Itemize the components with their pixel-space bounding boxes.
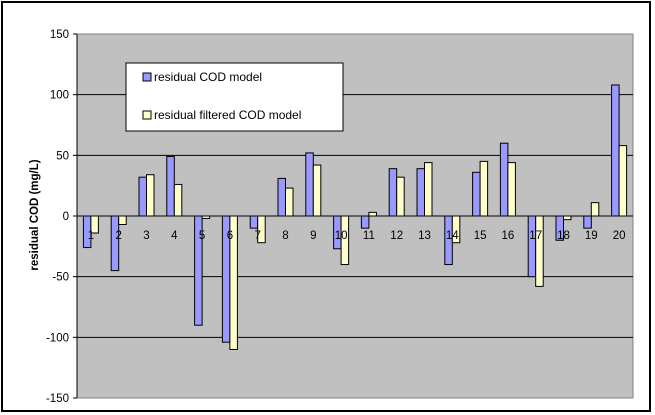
legend-swatch-residual-filtered-cod-model <box>142 110 152 120</box>
x-tick-label-2: 2 <box>115 230 121 242</box>
legend: residual COD model residual filtered COD… <box>125 62 344 132</box>
y-axis-label: residual COD (mg/L) <box>29 159 41 270</box>
legend-label-residual-filtered-cod-model: residual filtered COD model <box>154 108 301 122</box>
legend-swatch-residual-cod-model <box>142 72 152 82</box>
x-tick-label-16: 16 <box>502 230 515 242</box>
bar-residual-filtered-cod-2 <box>118 215 127 225</box>
bar-residual-filtered-cod-18 <box>563 215 572 221</box>
legend-label-residual-cod-model: residual COD model <box>154 70 262 84</box>
x-tick-label-9: 9 <box>310 230 316 242</box>
x-tick-label-4: 4 <box>171 230 178 242</box>
bar-residual-cod-16 <box>499 142 509 217</box>
bar-residual-cod-3 <box>138 176 147 217</box>
y-tick-label-0: 0 <box>63 211 69 223</box>
x-tick-label-17: 17 <box>529 230 542 242</box>
x-tick-label-7: 7 <box>254 230 260 242</box>
x-tick-label-18: 18 <box>557 230 570 242</box>
bar-residual-cod-17 <box>527 215 537 278</box>
bar-residual-cod-15 <box>472 171 481 217</box>
bar-residual-cod-2 <box>110 215 120 272</box>
bar-residual-filtered-cod-15 <box>479 160 489 217</box>
x-tick-label-20: 20 <box>613 230 626 242</box>
y-tick-label--50: -50 <box>52 272 69 284</box>
bar-residual-cod-19 <box>583 215 592 229</box>
bar-residual-cod-4 <box>166 156 175 217</box>
x-tick-label-13: 13 <box>418 230 431 242</box>
x-tick-label-15: 15 <box>474 230 487 242</box>
x-tick-label-1: 1 <box>88 230 94 242</box>
bar-residual-filtered-cod-17 <box>535 215 544 287</box>
y-tick-label-50: 50 <box>56 150 69 162</box>
bar-residual-filtered-cod-3 <box>146 174 155 217</box>
x-tick-label-19: 19 <box>585 230 598 242</box>
bar-residual-filtered-cod-8 <box>285 187 294 217</box>
bar-residual-cod-12 <box>388 168 398 217</box>
x-tick-label-8: 8 <box>282 230 288 242</box>
bar-residual-filtered-cod-4 <box>173 183 183 217</box>
bar-residual-cod-9 <box>305 152 314 217</box>
bar-residual-cod-7 <box>249 215 259 229</box>
bar-residual-filtered-cod-9 <box>312 164 322 217</box>
x-tick-label-11: 11 <box>363 230 375 242</box>
x-tick-label-3: 3 <box>143 230 149 242</box>
x-tick-label-10: 10 <box>335 230 348 242</box>
bar-residual-filtered-cod-12 <box>396 176 405 217</box>
bar-residual-filtered-cod-13 <box>424 162 433 217</box>
bar-residual-cod-20 <box>611 84 620 217</box>
bar-residual-filtered-cod-19 <box>590 202 600 217</box>
y-tick-label-100: 100 <box>50 90 69 102</box>
x-tick-label-14: 14 <box>446 230 459 242</box>
y-tick-label--100: -100 <box>46 332 69 344</box>
bar-residual-filtered-cod-11 <box>368 211 377 217</box>
bar-residual-cod-8 <box>277 177 286 217</box>
y-tick-label-150: 150 <box>50 29 69 41</box>
bar-residual-filtered-cod-16 <box>507 162 516 217</box>
bar-residual-cod-11 <box>360 215 370 229</box>
y-tick-label--150: -150 <box>46 393 69 405</box>
x-tick-label-12: 12 <box>390 230 403 242</box>
bar-residual-filtered-cod-20 <box>618 145 628 217</box>
x-tick-label-5: 5 <box>199 230 205 242</box>
x-tick-label-6: 6 <box>227 230 233 242</box>
bar-residual-cod-13 <box>416 168 425 217</box>
legend-box <box>125 62 344 132</box>
